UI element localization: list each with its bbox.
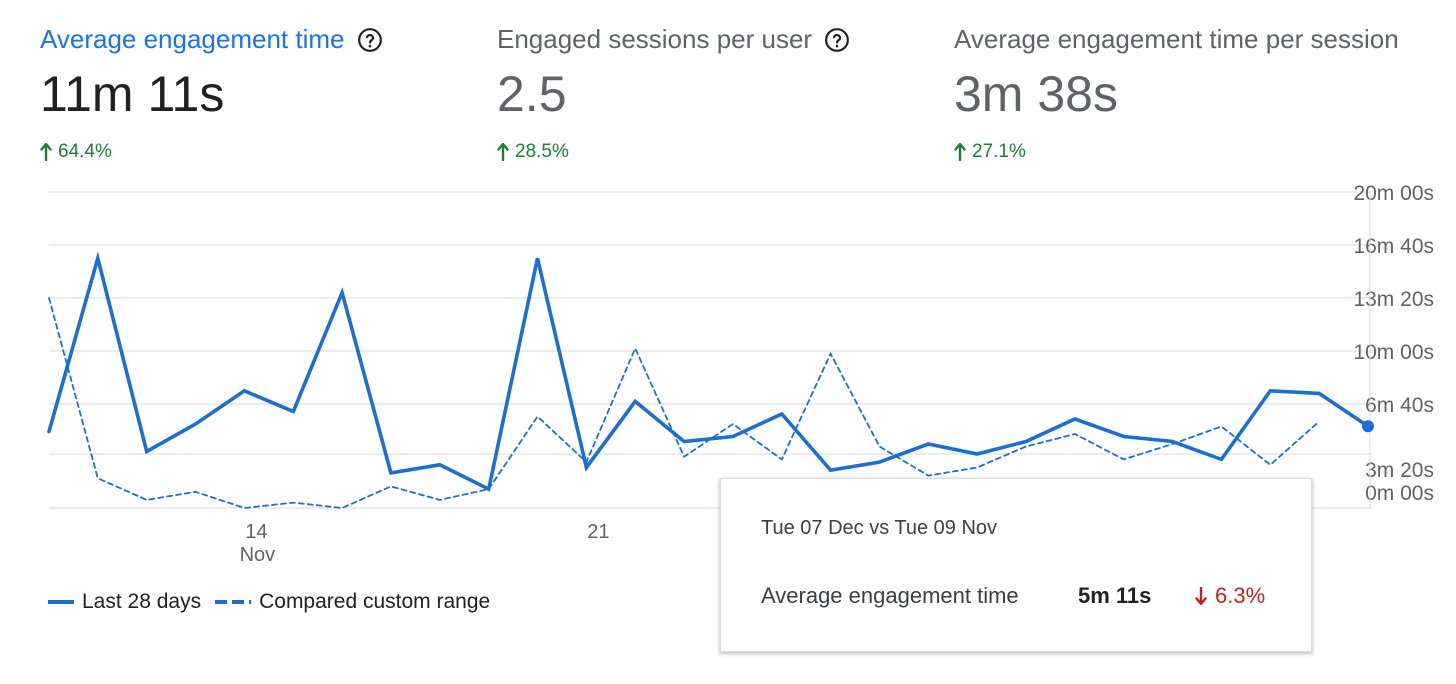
kpi-value: 11m 11s xyxy=(40,66,225,122)
tooltip-date-header: Tue 07 Dec vs Tue 09 Nov xyxy=(761,517,998,539)
y-tick-label: 6m 40s xyxy=(1365,394,1434,417)
kpi-average-engagement-time[interactable]: Average engagement time 11m 11s 64.4% xyxy=(40,24,383,163)
tooltip-metric-label: Average engagement time xyxy=(761,583,1019,608)
x-tick-sublabel: Nov xyxy=(240,544,276,566)
kpi-engaged-sessions-per-user[interactable]: Engaged sessions per user 2.5 28.5% xyxy=(497,24,850,163)
help-circle-icon[interactable] xyxy=(824,27,850,53)
highlight-point xyxy=(1361,420,1374,433)
y-tick-label: 16m 40s xyxy=(1353,235,1434,258)
y-tick-label: 3m 20s xyxy=(1365,459,1434,482)
kpi-change: 28.5% xyxy=(497,141,850,163)
y-tick-label: 20m 00s xyxy=(1353,182,1434,205)
y-tick-label: 0m 00s xyxy=(1365,482,1434,505)
y-tick-label: 10m 00s xyxy=(1353,341,1434,364)
x-tick-label: 14 xyxy=(245,521,267,543)
kpi-title: Average engagement time per session xyxy=(954,24,1399,55)
kpi-change-value: 27.1% xyxy=(972,141,1026,162)
legend-label: Last 28 days xyxy=(82,590,202,613)
tooltip-metric-value: 5m 11s xyxy=(1078,583,1152,608)
kpi-value: 2.5 xyxy=(497,66,567,122)
y-tick-label: 13m 20s xyxy=(1353,288,1434,311)
arrow-up-icon xyxy=(954,143,966,161)
kpi-title-text: Average engagement time per session xyxy=(954,24,1399,54)
kpi-change-value: 28.5% xyxy=(515,141,569,162)
kpi-average-engagement-time-per-session[interactable]: Average engagement time per session 3m 3… xyxy=(954,24,1399,163)
legend-label: Compared custom range xyxy=(259,590,491,613)
arrow-up-icon xyxy=(497,143,509,161)
arrow-up-icon xyxy=(40,143,52,161)
solid-line-swatch-icon xyxy=(48,600,74,604)
kpi-change: 64.4% xyxy=(40,141,383,163)
kpi-value: 3m 38s xyxy=(954,66,1118,122)
legend-item-compared-custom-range[interactable]: Compared custom range xyxy=(215,590,490,614)
kpi-title: Average engagement time xyxy=(40,24,383,55)
arrow-down-icon xyxy=(1195,587,1207,605)
tooltip-change-value: 6.3% xyxy=(1215,583,1266,608)
tooltip-change: 6.3% xyxy=(1195,583,1265,609)
chart-tooltip: Tue 07 Dec vs Tue 09 Nov Average engagem… xyxy=(720,478,1312,652)
kpi-change-value: 64.4% xyxy=(58,141,112,162)
kpi-title-text: Average engagement time xyxy=(40,24,345,54)
kpi-change: 27.1% xyxy=(954,141,1399,163)
help-circle-icon[interactable] xyxy=(357,27,383,53)
kpi-title-text: Engaged sessions per user xyxy=(497,24,813,54)
series-line-compared-custom-range xyxy=(48,297,1320,509)
series-line-last-28-days xyxy=(47,251,1370,492)
legend-item-last-28-days[interactable]: Last 28 days xyxy=(48,590,201,614)
dashed-line-swatch-icon xyxy=(215,600,252,604)
x-tick-label: 21 xyxy=(587,521,609,543)
kpi-title: Engaged sessions per user xyxy=(497,24,850,55)
chart-legend: Last 28 days Compared custom range xyxy=(48,590,504,614)
